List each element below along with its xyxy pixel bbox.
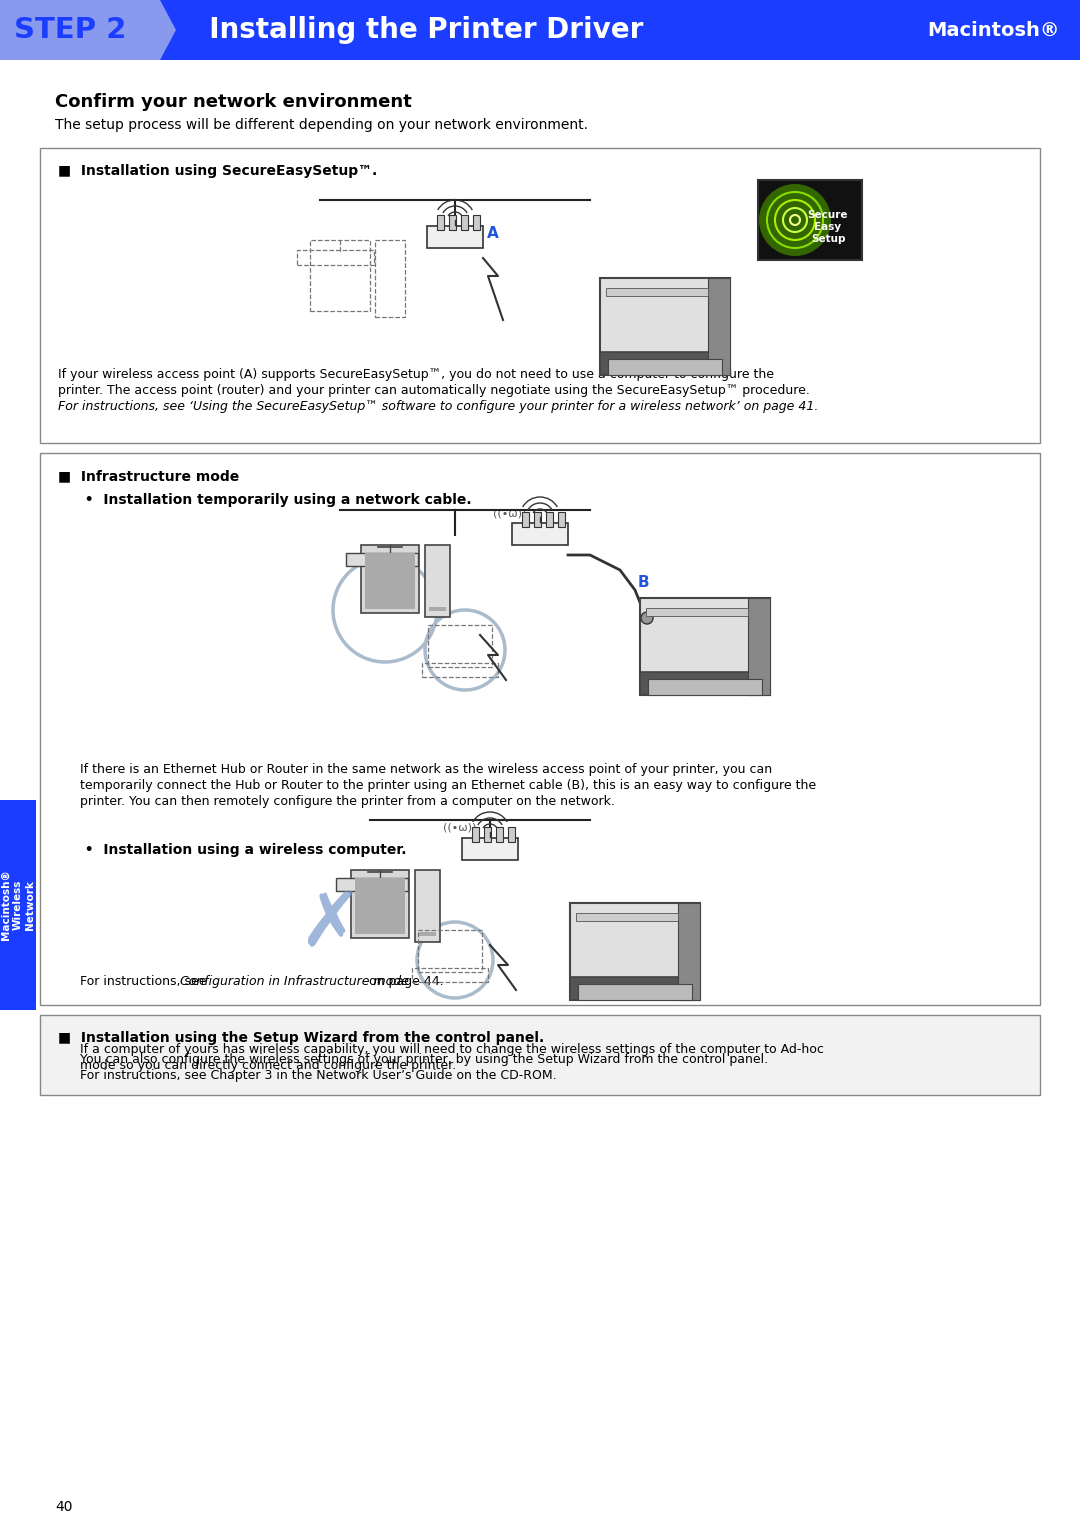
Text: ((•ω)): ((•ω)) [494,507,527,518]
Text: If your wireless access point (A) supports SecureEasySetup™, you do not need to : If your wireless access point (A) suppor… [58,368,774,380]
Bar [508,827,515,842]
Text: Installing the Printer Driver: Installing the Printer Driver [190,15,644,44]
Text: Macintosh®: Macintosh® [928,20,1059,40]
Bar [534,512,541,527]
Bar [351,869,409,938]
Bar [40,452,1040,1005]
Bar [0,0,1080,60]
Text: A: A [487,226,499,241]
Bar [310,240,370,312]
Text: Macintosh®
Wireless
Network: Macintosh® Wireless Network [1,869,36,940]
Text: on page 44.: on page 44. [365,975,444,989]
Polygon shape [0,0,176,60]
Circle shape [759,183,831,257]
Text: STEP 2: STEP 2 [14,15,126,44]
Bar [336,879,408,891]
Bar [415,869,440,941]
Bar [419,932,436,937]
Bar [558,512,565,527]
Text: Configuration in Infrastructure mode: Configuration in Infrastructure mode [180,975,409,989]
Text: ■  Installation using SecureEasySetup™.: ■ Installation using SecureEasySetup™. [58,163,377,177]
Text: You can also configure the wireless settings of your printer, by using the Setup: You can also configure the wireless sett… [80,1053,768,1067]
Bar [418,931,482,972]
Text: If there is an Ethernet Hub or Router in the same network as the wireless access: If there is an Ethernet Hub or Router in… [80,762,772,776]
Circle shape [642,613,653,623]
Text: ■  Infrastructure mode: ■ Infrastructure mode [58,469,240,483]
Bar [576,912,678,920]
Bar [646,608,748,616]
Bar [437,215,444,231]
Text: Confirm your network environment: Confirm your network environment [55,93,411,112]
Bar [678,903,700,999]
Bar [411,969,488,983]
Bar [427,226,483,248]
Bar [496,827,503,842]
Bar [40,1015,1040,1096]
Text: mode so you can directly connect and configure the printer.: mode so you can directly connect and con… [80,1059,456,1073]
Bar [422,663,498,677]
Bar [600,351,730,374]
Text: For instructions, see ‘Using the SecureEasySetup™ software to configure your pri: For instructions, see ‘Using the SecureE… [58,400,819,413]
Bar [40,148,1040,443]
Bar [484,827,491,842]
Bar [708,278,730,374]
Bar [428,625,492,668]
Text: ✗: ✗ [298,888,362,963]
Text: 40: 40 [55,1500,72,1514]
Bar [570,903,700,999]
Text: •  Installation using a wireless computer.: • Installation using a wireless computer… [75,843,406,857]
Bar [758,180,862,260]
Text: For instructions, see Chapter 3 in the Network User’s Guide on the CD-ROM.: For instructions, see Chapter 3 in the N… [80,1070,556,1082]
Bar [608,359,723,374]
Bar [297,251,374,264]
Bar [0,801,36,1010]
Text: •  Installation temporarily using a network cable.: • Installation temporarily using a netwo… [75,494,472,507]
Text: Secure
Easy
Setup: Secure Easy Setup [808,209,848,244]
Bar [375,240,405,316]
Bar [346,553,418,565]
Text: ■  Installation using the Setup Wizard from the control panel.: ■ Installation using the Setup Wizard fr… [58,1031,544,1045]
Bar [473,215,480,231]
Bar [355,879,405,934]
Text: For instructions, see: For instructions, see [80,975,211,989]
Bar [426,545,450,617]
Bar [606,287,708,295]
Bar [640,597,770,695]
Text: If a computer of yours has wireless capability, you will need to change the wire: If a computer of yours has wireless capa… [80,1044,824,1056]
Bar [600,278,730,374]
Bar [648,680,762,695]
Text: ((•ω)): ((•ω)) [443,822,476,833]
Bar [461,215,468,231]
Bar [522,512,529,527]
Bar [472,827,480,842]
Bar [546,512,553,527]
Bar [640,672,770,695]
Bar [570,976,700,999]
Bar [512,523,568,545]
Bar [748,597,770,695]
Text: printer. You can then remotely configure the printer from a computer on the netw: printer. You can then remotely configure… [80,795,615,808]
Bar [361,545,419,613]
Bar [365,553,415,610]
Text: The setup process will be different depending on your network environment.: The setup process will be different depe… [55,118,588,131]
Text: printer. The access point (router) and your printer can automatically negotiate : printer. The access point (router) and y… [58,384,810,397]
Bar [449,215,456,231]
Bar [462,837,518,860]
Text: B: B [638,575,650,590]
Text: temporarily connect the Hub or Router to the printer using an Ethernet cable (B): temporarily connect the Hub or Router to… [80,779,816,792]
Bar [578,984,692,999]
Bar [429,607,446,611]
